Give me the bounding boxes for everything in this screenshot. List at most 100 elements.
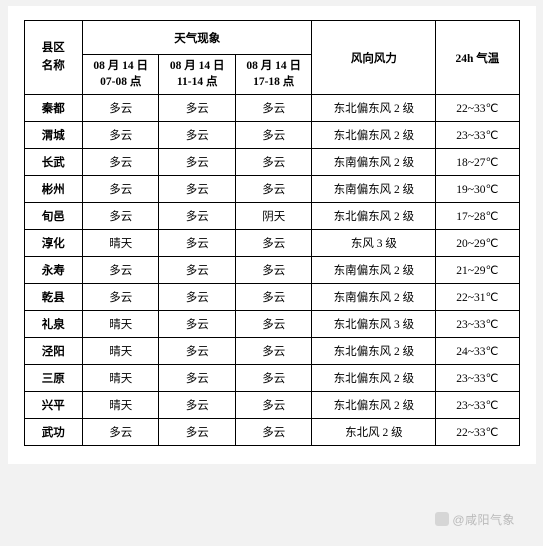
cell-period-1: 多云 [82,176,158,203]
cell-temp: 24~33℃ [436,338,519,365]
cell-region: 彬州 [24,176,82,203]
cell-period-2: 多云 [159,311,235,338]
cell-temp: 17~28℃ [436,203,519,230]
cell-wind: 东北偏东风 2 级 [312,203,436,230]
cell-period-2: 多云 [159,392,235,419]
cell-temp: 22~31℃ [436,284,519,311]
header-weather-group: 天气现象 [82,21,311,55]
cell-period-1: 多云 [82,419,158,446]
cell-wind: 东北风 2 级 [312,419,436,446]
cell-wind: 东北偏东风 3 级 [312,311,436,338]
header-temp: 24h 气温 [436,21,519,95]
cell-temp: 23~33℃ [436,311,519,338]
watermark: @咸阳气象 [435,511,515,528]
cell-period-3: 多云 [235,230,312,257]
table-row: 秦都多云多云多云东北偏东风 2 级22~33℃ [24,95,519,122]
cell-period-1: 晴天 [82,365,158,392]
cell-period-1: 晴天 [82,338,158,365]
table-row: 彬州多云多云多云东南偏东风 2 级19~30℃ [24,176,519,203]
header-period-2: 08 月 14 日 11-14 点 [159,55,235,95]
cell-region: 武功 [24,419,82,446]
cell-wind: 东北偏东风 2 级 [312,365,436,392]
cell-period-1: 晴天 [82,392,158,419]
table-row: 旬邑多云多云阴天东北偏东风 2 级17~28℃ [24,203,519,230]
cell-period-2: 多云 [159,149,235,176]
cell-region: 秦都 [24,95,82,122]
cell-period-3: 多云 [235,365,312,392]
cell-temp: 23~33℃ [436,122,519,149]
cell-period-2: 多云 [159,284,235,311]
cell-temp: 19~30℃ [436,176,519,203]
cell-period-2: 多云 [159,230,235,257]
cell-period-2: 多云 [159,365,235,392]
watermark-text: @咸阳气象 [452,513,515,527]
cell-period-3: 阴天 [235,203,312,230]
cell-period-3: 多云 [235,95,312,122]
cell-region: 兴平 [24,392,82,419]
cell-period-1: 多云 [82,257,158,284]
cell-period-2: 多云 [159,338,235,365]
table-row: 乾县多云多云多云东南偏东风 2 级22~31℃ [24,284,519,311]
cell-wind: 东南偏东风 2 级 [312,284,436,311]
cell-region: 礼泉 [24,311,82,338]
header-region: 县区 名称 [24,21,82,95]
cell-temp: 23~33℃ [436,392,519,419]
cell-period-2: 多云 [159,122,235,149]
header-period-3: 08 月 14 日 17-18 点 [235,55,312,95]
cell-period-3: 多云 [235,122,312,149]
cell-period-1: 晴天 [82,230,158,257]
cell-region: 旬邑 [24,203,82,230]
table-row: 兴平晴天多云多云东北偏东风 2 级23~33℃ [24,392,519,419]
cell-period-3: 多云 [235,392,312,419]
cell-wind: 东风 3 级 [312,230,436,257]
cell-period-3: 多云 [235,257,312,284]
cell-wind: 东北偏东风 2 级 [312,338,436,365]
cell-period-2: 多云 [159,419,235,446]
cell-region: 三原 [24,365,82,392]
cell-period-1: 晴天 [82,311,158,338]
cell-period-2: 多云 [159,257,235,284]
cell-wind: 东南偏东风 2 级 [312,257,436,284]
cell-period-2: 多云 [159,95,235,122]
cell-region: 长武 [24,149,82,176]
weather-table: 县区 名称 天气现象 风向风力 24h 气温 08 月 14 日 07-08 点… [24,20,520,446]
cell-period-3: 多云 [235,338,312,365]
cell-wind: 东北偏东风 2 级 [312,95,436,122]
table-row: 淳化晴天多云多云东风 3 级20~29℃ [24,230,519,257]
cell-temp: 23~33℃ [436,365,519,392]
table-row: 三原晴天多云多云东北偏东风 2 级23~33℃ [24,365,519,392]
table-row: 长武多云多云多云东南偏东风 2 级18~27℃ [24,149,519,176]
cell-temp: 22~33℃ [436,419,519,446]
cell-temp: 22~33℃ [436,95,519,122]
cell-period-3: 多云 [235,176,312,203]
header-period-1: 08 月 14 日 07-08 点 [82,55,158,95]
cell-temp: 21~29℃ [436,257,519,284]
cell-period-2: 多云 [159,176,235,203]
table-row: 泾阳晴天多云多云东北偏东风 2 级24~33℃ [24,338,519,365]
cell-period-3: 多云 [235,149,312,176]
cell-period-1: 多云 [82,149,158,176]
cell-region: 泾阳 [24,338,82,365]
cell-period-1: 多云 [82,284,158,311]
cell-wind: 东南偏东风 2 级 [312,149,436,176]
cell-period-3: 多云 [235,284,312,311]
weather-table-sheet: 县区 名称 天气现象 风向风力 24h 气温 08 月 14 日 07-08 点… [8,6,536,464]
cell-period-2: 多云 [159,203,235,230]
cell-period-1: 多云 [82,122,158,149]
cell-region: 淳化 [24,230,82,257]
table-row: 武功多云多云多云东北风 2 级22~33℃ [24,419,519,446]
weather-table-body: 秦都多云多云多云东北偏东风 2 级22~33℃渭城多云多云多云东北偏东风 2 级… [24,95,519,446]
cell-period-1: 多云 [82,203,158,230]
table-row: 礼泉晴天多云多云东北偏东风 3 级23~33℃ [24,311,519,338]
cell-period-3: 多云 [235,419,312,446]
table-row: 渭城多云多云多云东北偏东风 2 级23~33℃ [24,122,519,149]
weibo-icon [435,512,449,526]
header-wind: 风向风力 [312,21,436,95]
cell-region: 永寿 [24,257,82,284]
cell-wind: 东南偏东风 2 级 [312,176,436,203]
cell-period-3: 多云 [235,311,312,338]
cell-wind: 东北偏东风 2 级 [312,392,436,419]
cell-period-1: 多云 [82,95,158,122]
cell-temp: 20~29℃ [436,230,519,257]
cell-region: 乾县 [24,284,82,311]
